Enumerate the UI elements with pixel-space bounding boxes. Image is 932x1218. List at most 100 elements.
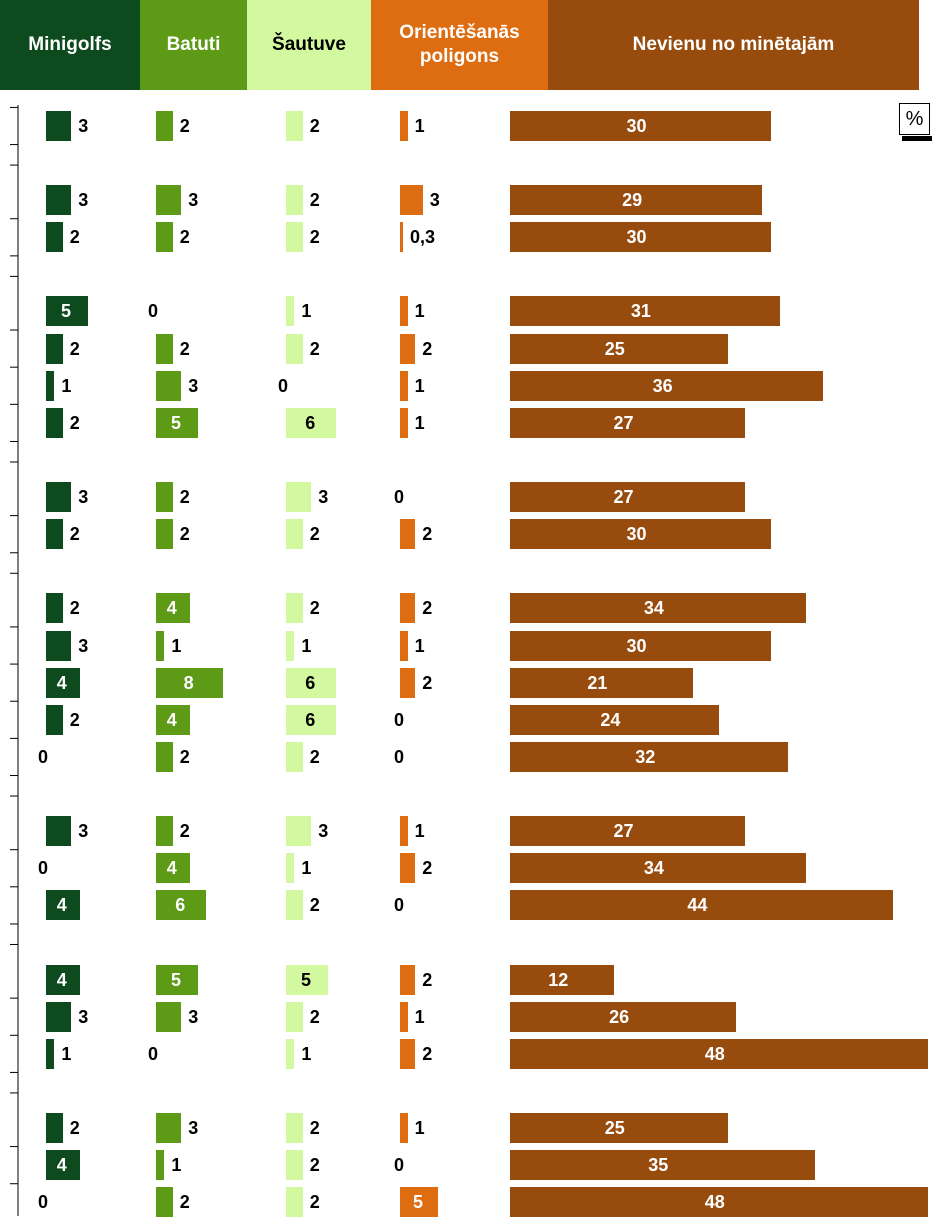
value-label-batuti: 4 [166,598,177,619]
value-label-minigolfs: 4 [56,895,67,916]
bar-orient [400,1187,438,1218]
value-label-sautuve: 2 [309,338,320,359]
bar-nevienu [510,1001,737,1032]
value-label-minigolfs: 2 [69,709,80,730]
bar-minigolfs [46,407,63,438]
bar-nevienu [510,296,780,327]
bar-orient [400,111,408,141]
value-label-nevienu: 25 [604,338,625,359]
bar-minigolfs [46,185,72,216]
value-label-sautuve: 3 [318,487,329,508]
value-label-sautuve: 2 [309,190,320,211]
bar-minigolfs [46,816,72,847]
bar-nevienu [510,1187,928,1218]
bar-orient [400,593,416,624]
value-label-sautuve: 6 [305,412,316,433]
value-label-orient: 2 [422,672,433,693]
value-label-batuti: 3 [188,190,199,211]
value-label-nevienu: 30 [626,116,647,136]
value-label-nevienu: 34 [643,598,664,619]
bar-orient [400,1038,416,1069]
value-label-minigolfs: 2 [69,227,80,248]
bar-sautuve [286,667,337,698]
value-label-minigolfs: 3 [78,116,89,136]
bar-nevienu [510,1038,928,1069]
bar-batuti [156,519,173,550]
bar-sautuve [286,1001,303,1032]
value-label-sautuve: 2 [309,1155,320,1176]
value-label-orient: 2 [422,969,433,990]
value-label-minigolfs: 0 [38,858,49,879]
bar-sautuve [286,111,303,141]
bar-nevienu [510,333,728,364]
bar-minigolfs [46,1150,80,1181]
bar-nevienu [510,964,615,995]
value-label-nevienu: 34 [643,858,664,879]
bar-nevienu [510,482,745,513]
percent-unit-label: % [899,103,930,135]
value-label-sautuve: 1 [301,301,312,322]
bar-nevienu [510,853,806,884]
bar-nevienu [510,1150,815,1181]
value-label-sautuve: 2 [309,746,320,767]
bar-orient [400,1113,408,1143]
value-label-orient: 0 [394,487,405,508]
value-label-minigolfs: 3 [78,821,89,842]
value-label-sautuve: 3 [318,821,329,842]
value-label-orient: 2 [422,338,433,359]
bar-minigolfs [46,964,80,995]
value-label-batuti: 0 [148,301,159,322]
value-label-batuti: 5 [171,412,182,433]
value-label-nevienu: 36 [652,375,673,396]
bar-sautuve [286,1187,303,1218]
bar-minigolfs [46,519,63,550]
bar-sautuve [286,1113,303,1143]
value-label-batuti: 1 [171,1155,182,1176]
value-label-sautuve: 2 [309,116,320,136]
bar-orient [400,1001,408,1032]
bar-orient [400,630,408,661]
value-label-minigolfs: 1 [61,1043,72,1064]
value-label-sautuve: 1 [301,635,312,656]
bar-orient [400,853,416,884]
value-label-sautuve: 5 [301,969,312,990]
value-label-orient: 0 [394,1155,405,1176]
value-label-batuti: 3 [188,375,199,396]
bar-nevienu [510,890,893,921]
bar-batuti [156,853,190,884]
value-label-orient: 1 [414,821,425,842]
value-label-sautuve: 2 [309,1118,320,1138]
value-label-orient: 1 [414,1006,425,1027]
bar-minigolfs [46,111,72,141]
bar-sautuve [286,741,303,772]
value-label-batuti: 1 [171,635,182,656]
header-minigolfs-label: Minigolfs [28,34,112,55]
header-sautuve-label: Šautuve [272,34,346,55]
bar-nevienu [510,667,693,698]
bar-nevienu [510,370,824,401]
bar-minigolfs [46,630,72,661]
bar-batuti [156,704,190,735]
value-label-minigolfs: 2 [69,524,80,545]
value-label-orient: 1 [414,1118,425,1138]
value-label-sautuve: 2 [309,227,320,248]
value-label-orient: 2 [422,598,433,619]
bar-batuti [156,407,198,438]
value-label-orient: 0 [394,746,405,767]
header-orient: Orientēšanās poligons [371,0,548,90]
value-label-batuti: 6 [175,895,186,916]
bar-batuti [156,630,165,661]
bar-nevienu [510,630,771,661]
bar-sautuve [286,519,303,550]
value-label-batuti: 2 [179,746,190,767]
bar-batuti [156,964,198,995]
value-label-nevienu: 21 [587,672,608,693]
value-label-batuti: 5 [171,969,182,990]
bar-minigolfs [46,667,80,698]
value-label-nevienu: 31 [630,301,651,322]
bar-minigolfs [46,1001,72,1032]
value-label-nevienu: 29 [622,190,643,211]
bar-minigolfs [46,482,72,513]
bar-nevienu [510,519,771,550]
bar-nevienu [510,816,745,847]
